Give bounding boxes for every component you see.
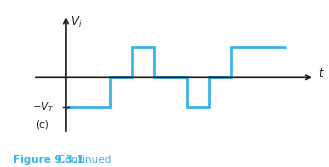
Text: Continued: Continued <box>51 155 111 165</box>
Text: $t$: $t$ <box>318 67 325 80</box>
Text: $-V_T$: $-V_T$ <box>32 100 55 114</box>
Text: (c): (c) <box>35 119 49 129</box>
Text: $V_i$: $V_i$ <box>70 15 83 30</box>
Text: Figure 9.3.1: Figure 9.3.1 <box>13 155 84 165</box>
